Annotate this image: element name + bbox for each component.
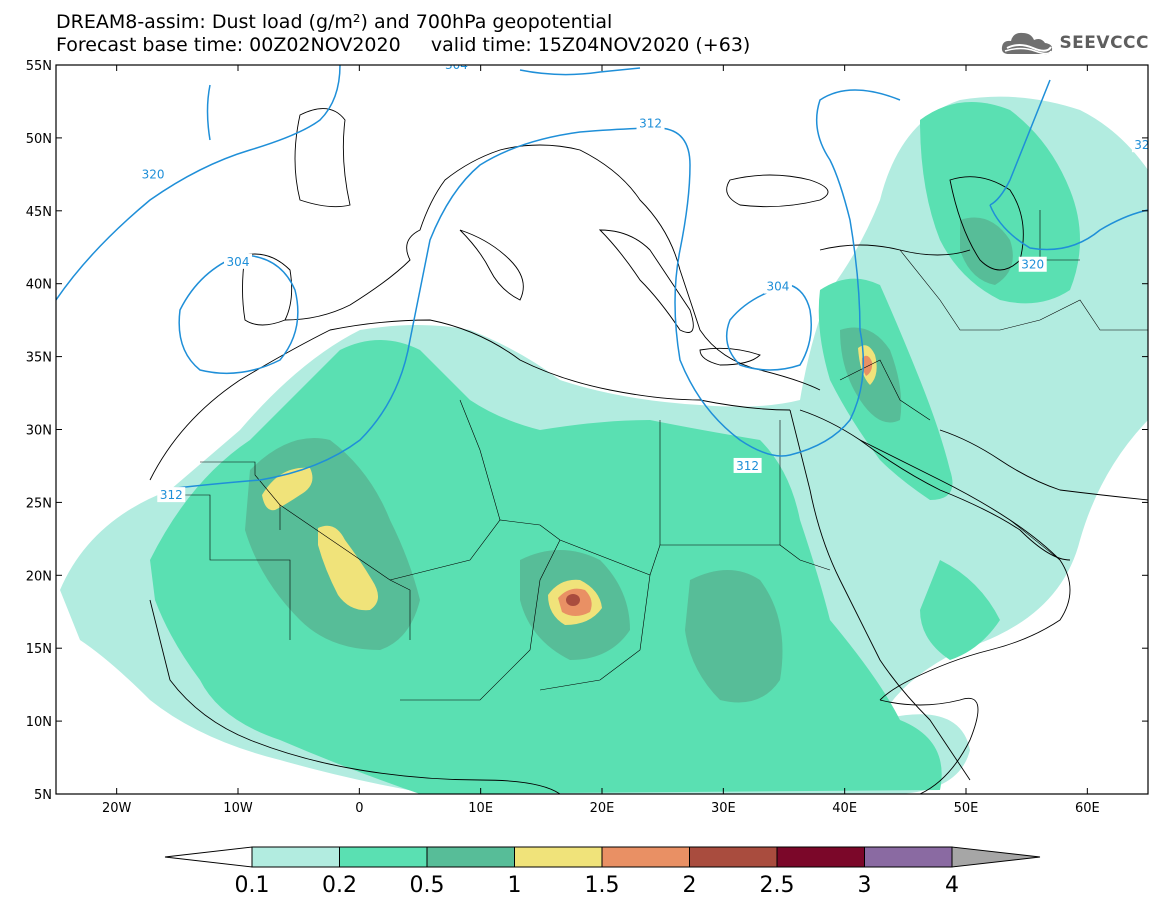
contour-label-bg xyxy=(636,115,665,131)
colorbar-segment xyxy=(426,846,515,868)
lon-tick-label: 40E xyxy=(832,801,857,816)
lat-tick-label: 40N xyxy=(26,278,52,293)
contour-label: 312 xyxy=(736,459,759,473)
colorbar-label: 0.2 xyxy=(322,873,357,898)
contour-304-low xyxy=(178,254,299,375)
lon-tick-label: 10E xyxy=(468,801,493,816)
contour-label-bg xyxy=(1018,256,1047,272)
dust-band-brown xyxy=(566,594,580,606)
colorbar-segment xyxy=(776,846,865,868)
dust-band-yellow xyxy=(262,467,313,511)
colorbar-label: 0.1 xyxy=(235,873,270,898)
lon-tick-label: 0 xyxy=(355,801,363,816)
contour-label: 32 xyxy=(1134,138,1149,152)
cloud-icon xyxy=(1002,32,1053,55)
lon-tick-label: 20E xyxy=(590,801,615,816)
contour-304-top xyxy=(519,67,641,76)
forecast-time-line: Forecast base time: 00Z02NOV2020 valid t… xyxy=(56,34,751,56)
colorbar-segment xyxy=(689,846,778,868)
lat-tick-label: 45N xyxy=(26,205,52,220)
contour-304-east xyxy=(725,284,812,371)
lon-tick-label: 50E xyxy=(954,801,979,816)
colorbar-label: 0.5 xyxy=(410,873,445,898)
contour-320-west xyxy=(56,65,341,301)
seevccc-logo: SEEVCCC xyxy=(999,28,1149,58)
contour-label-bg xyxy=(733,457,762,473)
lat-tick-label: 50N xyxy=(26,132,52,147)
colorbar-segment xyxy=(514,846,603,868)
lon-tick-label: 30E xyxy=(711,801,736,816)
lat-tick-label: 25N xyxy=(26,496,52,511)
contour-312-main xyxy=(159,127,691,491)
contour-label: 304 xyxy=(445,58,468,72)
contour-label-bg xyxy=(139,166,168,182)
lat-tick-label: 15N xyxy=(26,642,52,657)
lat-tick-label: 55N xyxy=(26,59,52,74)
colorbar-over-triangle xyxy=(951,846,1041,868)
contour-label: 320 xyxy=(142,167,165,181)
colorbar-segment xyxy=(339,846,428,868)
contour-label: 304 xyxy=(227,255,250,269)
contour-label-bg xyxy=(442,65,471,72)
map-title: DREAM8-assim: Dust load (g/m²) and 700hP… xyxy=(56,11,613,33)
colorbar-segment xyxy=(251,846,340,868)
contour-label: 304 xyxy=(766,280,789,294)
contour-label-bg xyxy=(157,487,186,503)
lat-tick-label: 5N xyxy=(34,788,52,803)
lon-tick-label: 10W xyxy=(223,801,253,816)
colorbar-legend: 0.1 0.2 0.5 1 1.5 2 2.5 3 4 xyxy=(164,846,1041,898)
lon-ticks: 20W 10W 0 10E 20E 30E 40E 50E 60E xyxy=(102,65,1100,816)
contour-label-bg xyxy=(1131,137,1148,153)
colorbar-under-triangle xyxy=(164,846,253,868)
colorbar-label: 1.5 xyxy=(585,873,620,898)
contour-east-edge xyxy=(989,79,1051,206)
colorbar-segment xyxy=(864,846,953,868)
lat-tick-label: 30N xyxy=(26,424,52,439)
lat-tick-label: 10N xyxy=(26,715,52,730)
contour-label: 312 xyxy=(639,116,662,130)
contour-304-west xyxy=(206,84,211,141)
contour-320-east xyxy=(989,204,1148,251)
colorbar-segment xyxy=(601,846,690,868)
lat-tick-label: 20N xyxy=(26,569,52,584)
dust-shading xyxy=(60,96,1148,794)
logo-text: SEEVCCC xyxy=(1059,33,1149,53)
colorbar-label: 1 xyxy=(508,873,522,898)
country-borders xyxy=(180,210,1148,701)
contour-labels: 320 304 312 304 312 304 312 320 32 xyxy=(139,58,1149,503)
lat-tick-label: 35N xyxy=(26,351,52,366)
contour-label: 320 xyxy=(1021,258,1044,272)
lon-tick-label: 20W xyxy=(102,801,132,816)
lon-tick-label: 60E xyxy=(1075,801,1100,816)
lat-ticks: 5N 10N 15N 20N 25N 30N 35N 40N 45N 50N 55N xyxy=(26,59,1148,803)
colorbar-label: 3 xyxy=(858,873,872,898)
contour-label-bg xyxy=(224,253,252,269)
colorbar-label: 4 xyxy=(945,873,959,898)
colorbar-label: 2.5 xyxy=(760,873,795,898)
geopotential-contours xyxy=(56,65,1148,491)
contour-312-south xyxy=(674,89,901,457)
contour-label-bg xyxy=(763,278,792,294)
map-area: 320 304 312 304 312 304 312 320 32 xyxy=(56,58,1149,794)
contour-label: 312 xyxy=(160,488,183,502)
colorbar-label: 2 xyxy=(683,873,697,898)
